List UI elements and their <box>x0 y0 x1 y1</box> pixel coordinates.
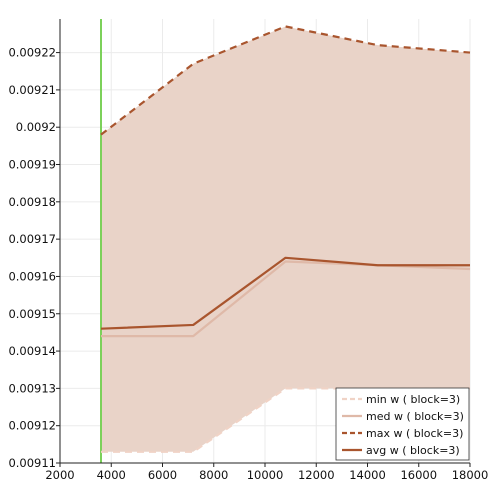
x-tick-label: 12000 <box>298 468 335 482</box>
legend-label: min w ( block=3) <box>366 393 460 406</box>
y-tick-label: 0.00916 <box>8 269 56 283</box>
y-axis-ticks: 0.00911 0.00912 0.00913 0.00914 0.00915 0.009… <box>8 46 60 470</box>
legend-label: avg w ( block=3) <box>366 444 460 457</box>
legend: min w ( block=3) med w ( block=3) max w ( … <box>335 387 470 461</box>
y-tick-label: 0.00915 <box>8 307 56 321</box>
x-tick-label: 16000 <box>400 468 437 482</box>
x-tick-label: 8000 <box>199 468 228 482</box>
x-tick-label: 2000 <box>45 468 74 482</box>
x-tick-label: 18000 <box>452 468 489 482</box>
x-tick-label: 10000 <box>247 468 284 482</box>
y-tick-label: 0.00913 <box>8 381 56 395</box>
y-tick-label: 0.00919 <box>8 158 56 172</box>
y-tick-label: 0.00922 <box>8 46 56 60</box>
y-tick-label: 0.00911 <box>8 456 56 470</box>
y-tick-label: 0.00912 <box>8 419 56 433</box>
y-tick-label: 0.00918 <box>8 195 56 209</box>
series-line-4 <box>100 256 470 330</box>
x-tick-label: 6000 <box>148 468 177 482</box>
x-tick-label: 14000 <box>349 468 386 482</box>
legend-label: med w ( block=3) <box>366 410 464 423</box>
legend-label: max w ( block=3) <box>366 427 463 440</box>
y-tick-label: 0.00914 <box>8 344 56 358</box>
y-tick-label: 0.00921 <box>8 83 56 97</box>
min-max-band <box>101 26 470 452</box>
y-tick-label: 0.00917 <box>8 232 56 246</box>
y-tick-label: 0.0092 <box>16 120 56 134</box>
x-tick-label: 4000 <box>97 468 126 482</box>
series-line-2 <box>101 260 471 338</box>
series-line-3 <box>100 25 471 136</box>
x-axis-ticks: 2000 4000 6000 8000 10000 12000 14000 16000 1800… <box>45 463 488 482</box>
